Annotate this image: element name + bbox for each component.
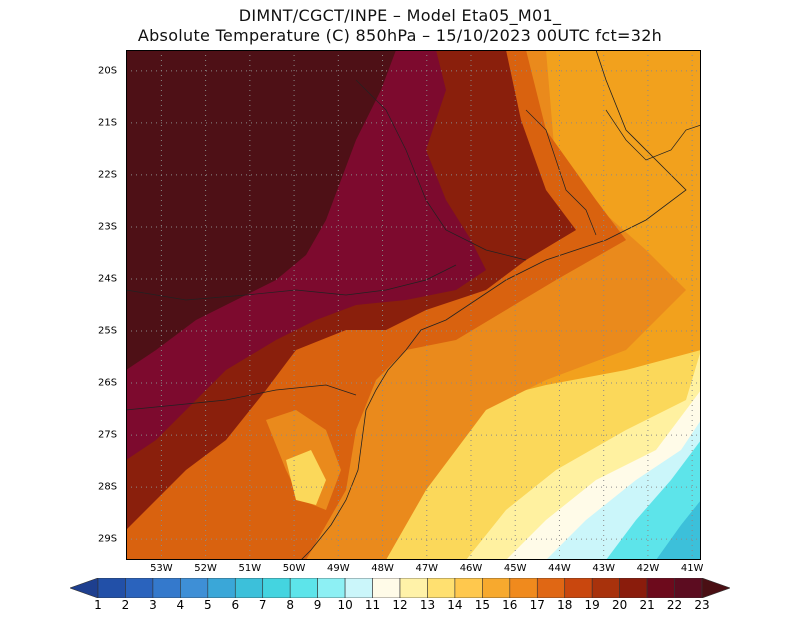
lon-label: 42W <box>636 563 660 574</box>
lon-label: 53W <box>150 563 173 574</box>
lat-label: 28S <box>98 481 118 493</box>
state-border-1 <box>126 264 457 301</box>
state-border-5 <box>605 109 701 161</box>
lon-label: 45W <box>503 563 527 574</box>
title-line-2: Absolute Temperature (C) 850hPa – 15/10/… <box>137 26 663 45</box>
lon-label: 51W <box>238 563 262 574</box>
colorbar-box <box>564 578 593 598</box>
field-cyan-core <box>606 440 701 560</box>
colorbar-tick-label: 5 <box>203 598 212 612</box>
field-yellow-patch <box>286 450 326 505</box>
colorbar-box <box>207 578 236 598</box>
colorbar-tick-label: 13 <box>419 598 436 612</box>
colorbar-box <box>674 578 703 598</box>
lon-label: 50W <box>282 563 306 574</box>
colorbar-box <box>289 578 318 598</box>
lat-label: 22S <box>98 169 118 181</box>
colorbar-low-arrow <box>70 578 99 598</box>
colorbar-box <box>180 578 209 598</box>
colorbar-tick-label: 8 <box>286 598 294 612</box>
colorbar-box <box>591 578 620 598</box>
colorbar-tick-label: 23 <box>694 598 710 612</box>
colorbar-tick-label: 11 <box>364 598 381 612</box>
colorbar-box <box>152 578 181 598</box>
colorbar-box <box>234 578 264 598</box>
colorbar-box <box>344 578 373 598</box>
colorbar-box <box>536 578 566 598</box>
state-border-2 <box>126 384 357 411</box>
colorbar-box <box>427 578 456 598</box>
colorbar-tick-label: 16 <box>502 598 518 612</box>
colorbar-tick-label: 3 <box>149 598 157 612</box>
colorbar-tick-label: 4 <box>176 598 185 612</box>
lat-label: 25S <box>98 325 118 337</box>
lon-label: 44W <box>548 563 571 574</box>
lat-label: 20S <box>98 65 118 77</box>
lon-label: 47W <box>415 563 439 574</box>
colorbar-tick-label: 12 <box>392 598 408 612</box>
lat-label: 23S <box>98 221 118 233</box>
state-border-3 <box>355 79 527 261</box>
lon-label: 46W <box>459 563 483 574</box>
colorbar-box <box>317 578 346 598</box>
colorbar-tick-label: 19 <box>584 598 600 612</box>
colorbar-tick-label: 21 <box>639 598 655 612</box>
map-frame <box>126 50 701 560</box>
lat-label: 27S <box>98 429 118 441</box>
colorbar-tick-label: 17 <box>529 598 545 612</box>
colorbar-box <box>97 578 126 598</box>
field-hottest-core <box>126 50 396 370</box>
colorbar <box>70 578 730 598</box>
lon-label: 52W <box>194 563 217 574</box>
colorbar-tick-label: 9 <box>313 598 322 612</box>
colorbar-tick-label: 6 <box>231 598 240 612</box>
lon-label: 49W <box>326 563 350 574</box>
colorbar-tick-label: 7 <box>258 598 267 612</box>
colorbar-high-arrow <box>701 578 730 598</box>
colorbar-box <box>482 578 511 598</box>
colorbar-box <box>646 578 675 598</box>
colorbar-tick-label: 10 <box>337 598 353 612</box>
lat-label: 21S <box>98 117 118 129</box>
colorbar-box <box>619 578 648 598</box>
lat-label: 26S <box>98 377 118 389</box>
graticule <box>126 50 701 560</box>
field-teal-core <box>656 500 701 560</box>
lat-label: 29S <box>98 533 118 545</box>
lon-label: 43W <box>592 563 615 574</box>
colorbar-box <box>125 578 154 598</box>
title-line-1: DIMNT/CGCT/INPE – Model Eta05_M01_ <box>238 6 562 25</box>
coastline <box>300 50 687 560</box>
colorbar-tick-label: 14 <box>447 598 463 612</box>
colorbar-tick-label: 15 <box>474 598 490 612</box>
colorbar-box <box>372 578 401 598</box>
colorbar-tick-label: 20 <box>611 598 628 612</box>
lat-label: 24S <box>98 273 118 285</box>
lon-label: 48W <box>371 563 394 574</box>
colorbar-tick-label: 1 <box>94 598 102 612</box>
colorbar-box <box>399 578 428 598</box>
colorbar-box <box>454 578 483 598</box>
lon-label: 41W <box>680 563 704 574</box>
colorbar-box <box>509 578 538 598</box>
colorbar-box <box>262 578 291 598</box>
colorbar-tick-label: 18 <box>557 598 573 612</box>
temperature-map <box>126 50 701 560</box>
colorbar-tick-label: 22 <box>666 598 683 612</box>
colorbar-tick-label: 2 <box>121 598 130 612</box>
